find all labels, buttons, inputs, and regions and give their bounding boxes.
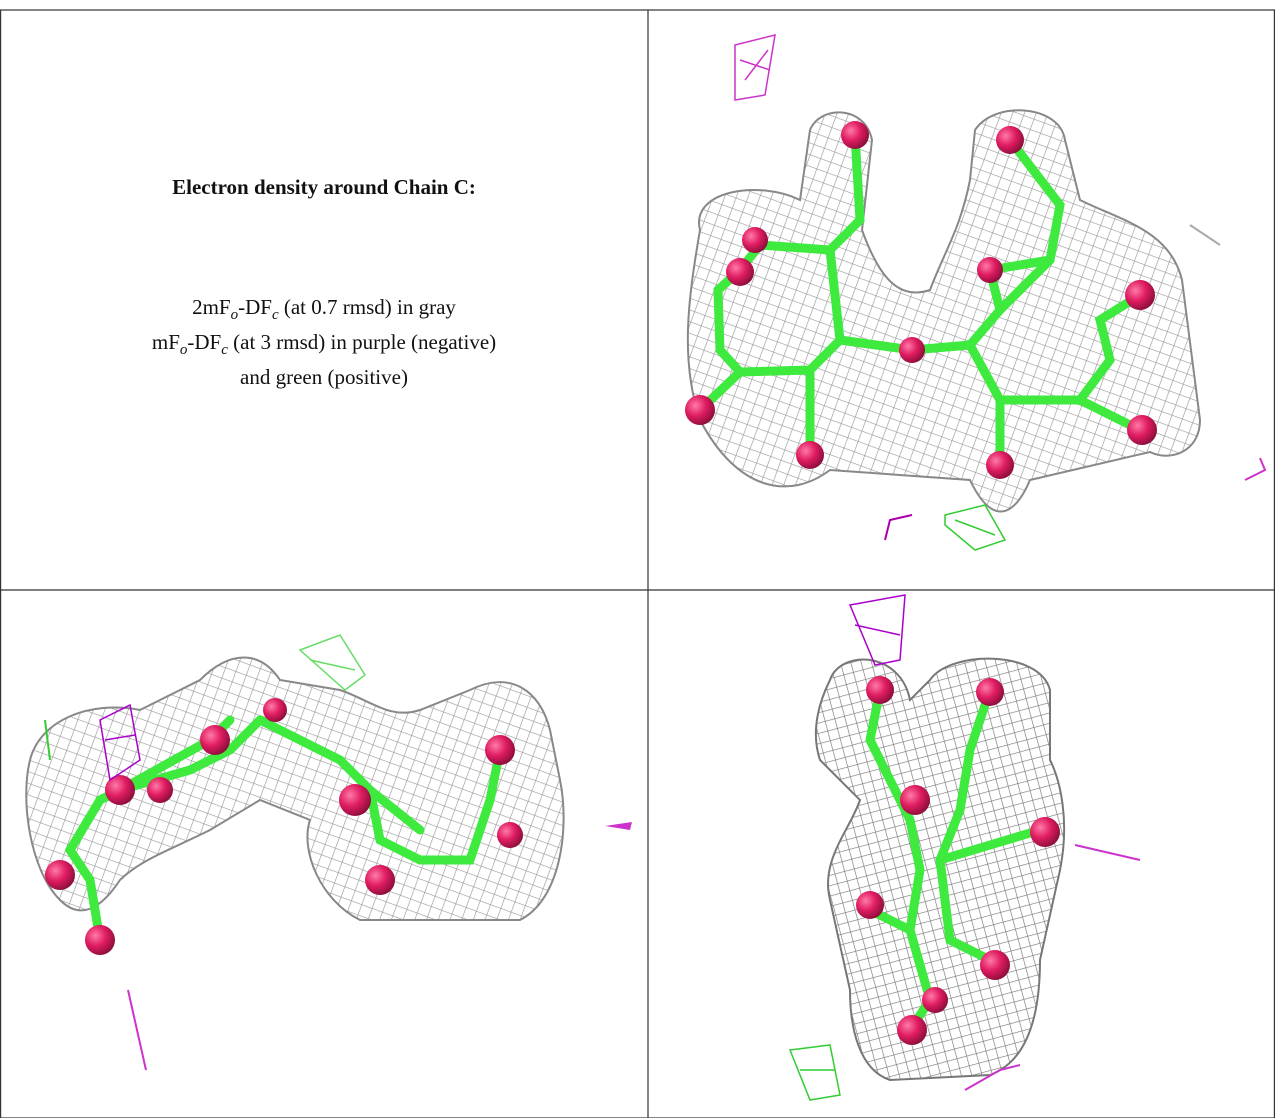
caption-line: and green (positive) xyxy=(0,365,648,390)
text: mF xyxy=(152,330,180,354)
text: (at 3 rmsd) in purple (negative) xyxy=(228,330,496,354)
text: (at 0.7 rmsd) in gray xyxy=(279,295,456,319)
subscript: o xyxy=(231,307,239,323)
subscript: c xyxy=(272,307,279,323)
subscript: c xyxy=(221,342,228,358)
density-view-right xyxy=(790,595,1140,1100)
density-view-left xyxy=(26,635,632,1070)
text: and green (positive) xyxy=(240,365,408,389)
text: -DF xyxy=(238,295,272,319)
caption-line: mFo-DFc (at 3 rmsd) in purple (negative) xyxy=(0,330,648,355)
density-view-top xyxy=(685,35,1265,550)
page: Electron density around Chain C: 2mFo-DF… xyxy=(0,0,1275,1118)
caption: Electron density around Chain C: 2mFo-DF… xyxy=(0,10,648,590)
caption-line: 2mFo-DFc (at 0.7 rmsd) in gray xyxy=(0,295,648,320)
text: -DF xyxy=(187,330,221,354)
caption-title: Electron density around Chain C: xyxy=(0,175,648,200)
text: 2mF xyxy=(192,295,231,319)
